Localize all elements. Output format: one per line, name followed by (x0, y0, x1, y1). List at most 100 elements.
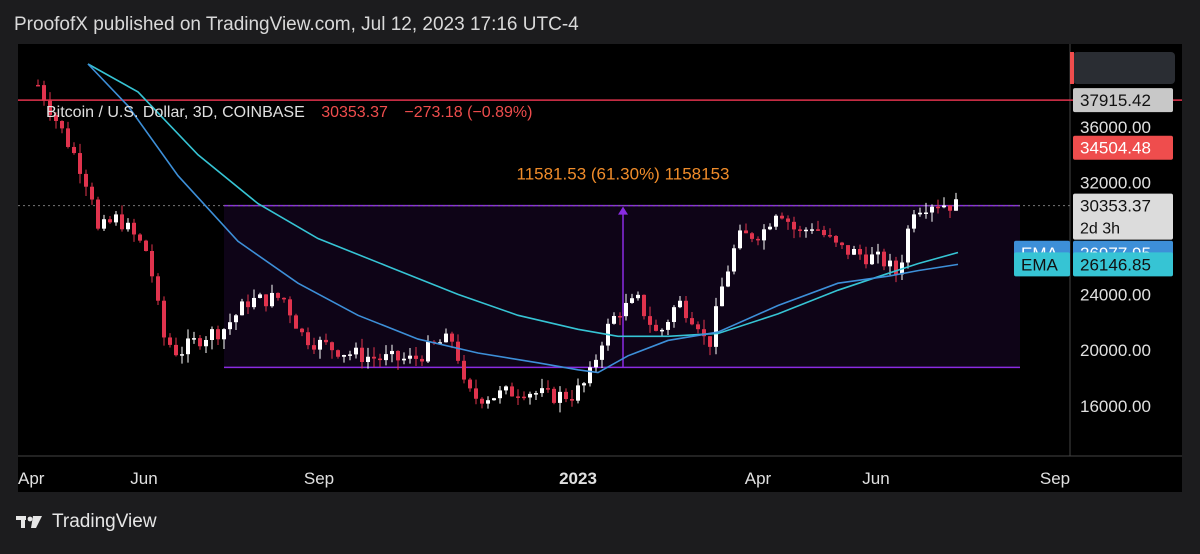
candle-body[interactable] (132, 222, 136, 235)
candle-body[interactable] (660, 329, 664, 332)
candle-body[interactable] (36, 84, 40, 87)
candle-body[interactable] (66, 128, 70, 147)
candle-body[interactable] (840, 242, 844, 246)
candle-body[interactable] (42, 85, 46, 101)
candle-body[interactable] (876, 251, 880, 255)
candle-body[interactable] (828, 235, 832, 237)
candle-body[interactable] (414, 355, 418, 359)
candle-body[interactable] (534, 393, 538, 395)
candle-body[interactable] (48, 100, 52, 116)
candle-body[interactable] (324, 339, 328, 343)
candle-body[interactable] (96, 199, 100, 229)
candle-body[interactable] (72, 146, 76, 154)
candle-body[interactable] (804, 229, 808, 232)
candle-body[interactable] (276, 292, 280, 298)
candle-body[interactable] (90, 186, 94, 200)
candle-body[interactable] (354, 347, 358, 355)
candle-body[interactable] (150, 250, 154, 277)
candle-body[interactable] (156, 276, 160, 301)
candle-body[interactable] (792, 221, 796, 230)
candle-body[interactable] (396, 350, 400, 361)
candle-body[interactable] (282, 297, 286, 300)
candle-body[interactable] (174, 344, 178, 356)
candle-body[interactable] (546, 388, 550, 390)
candle-body[interactable] (480, 398, 484, 404)
candle-body[interactable] (888, 260, 892, 267)
candle-body[interactable] (366, 356, 370, 362)
candle-body[interactable] (612, 315, 616, 324)
candle-body[interactable] (552, 388, 556, 403)
candle-body[interactable] (234, 315, 238, 323)
candle-body[interactable] (144, 240, 148, 251)
candle-body[interactable] (102, 219, 106, 229)
candle-body[interactable] (780, 215, 784, 219)
candle-body[interactable] (240, 301, 244, 316)
range-box[interactable] (224, 205, 1020, 368)
ema-line-2[interactable] (87, 63, 959, 374)
candle-body[interactable] (564, 391, 568, 400)
candle-body[interactable] (810, 229, 814, 231)
candle-body[interactable] (384, 354, 388, 361)
candle-body[interactable] (918, 212, 922, 215)
candle-body[interactable] (264, 294, 268, 307)
candle-body[interactable] (744, 230, 748, 234)
candle-body[interactable] (732, 248, 736, 272)
candle-body[interactable] (228, 322, 232, 330)
candle-body[interactable] (720, 286, 724, 307)
candle-body[interactable] (504, 386, 508, 391)
candle-body[interactable] (426, 341, 430, 362)
candle-body[interactable] (330, 342, 334, 351)
candle-body[interactable] (816, 229, 820, 231)
candle-body[interactable] (180, 354, 184, 356)
candle-body[interactable] (714, 306, 718, 347)
candle-body[interactable] (78, 153, 82, 174)
candle-body[interactable] (852, 249, 856, 255)
candle-body[interactable] (60, 120, 64, 129)
candle-body[interactable] (576, 385, 580, 401)
candle-body[interactable] (126, 222, 130, 230)
candle-body[interactable] (444, 333, 448, 343)
candle-body[interactable] (216, 329, 220, 340)
chart-frame[interactable]: 11581.53 (61.30%) 1158153 36000.00 32000.0… (18, 44, 1182, 492)
candle-body[interactable] (198, 338, 202, 347)
candle-body[interactable] (774, 215, 778, 227)
candle-body[interactable] (738, 230, 742, 249)
candle-body[interactable] (690, 318, 694, 325)
candle-body[interactable] (408, 355, 412, 359)
ema-line-1[interactable] (87, 63, 959, 338)
candle-body[interactable] (708, 336, 712, 347)
candle-body[interactable] (474, 388, 478, 399)
candle-body[interactable] (642, 294, 646, 317)
candle-body[interactable] (954, 199, 958, 211)
candle-body[interactable] (450, 333, 454, 342)
candle-body[interactable] (300, 328, 304, 333)
candle-body[interactable] (288, 299, 292, 316)
candle-body[interactable] (360, 347, 364, 362)
candle-body[interactable] (882, 251, 886, 267)
candle-body[interactable] (924, 212, 928, 214)
candle-body[interactable] (648, 316, 652, 325)
candle-body[interactable] (294, 315, 298, 329)
candle-body[interactable] (516, 396, 520, 398)
candle-body[interactable] (762, 229, 766, 241)
candle-body[interactable] (54, 115, 58, 121)
candle-body[interactable] (120, 214, 124, 230)
candle-body[interactable] (222, 329, 226, 340)
candle-body[interactable] (702, 329, 706, 337)
price-chart[interactable]: 11581.53 (61.30%) 1158153 36000.00 32000.0… (18, 44, 1182, 492)
candle-body[interactable] (468, 379, 472, 389)
candle-body[interactable] (162, 300, 166, 338)
candle-body[interactable] (252, 297, 256, 308)
candle-body[interactable] (270, 292, 274, 307)
candle-body[interactable] (390, 350, 394, 355)
candle-body[interactable] (558, 391, 562, 403)
candle-body[interactable] (942, 205, 946, 208)
candle-body[interactable] (684, 300, 688, 319)
candle-body[interactable] (822, 229, 826, 236)
candle-body[interactable] (624, 302, 628, 317)
candle-body[interactable] (834, 236, 838, 243)
candle-body[interactable] (786, 218, 790, 222)
candle-body[interactable] (210, 329, 214, 340)
candle-body[interactable] (582, 383, 586, 386)
candle-body[interactable] (678, 300, 682, 308)
